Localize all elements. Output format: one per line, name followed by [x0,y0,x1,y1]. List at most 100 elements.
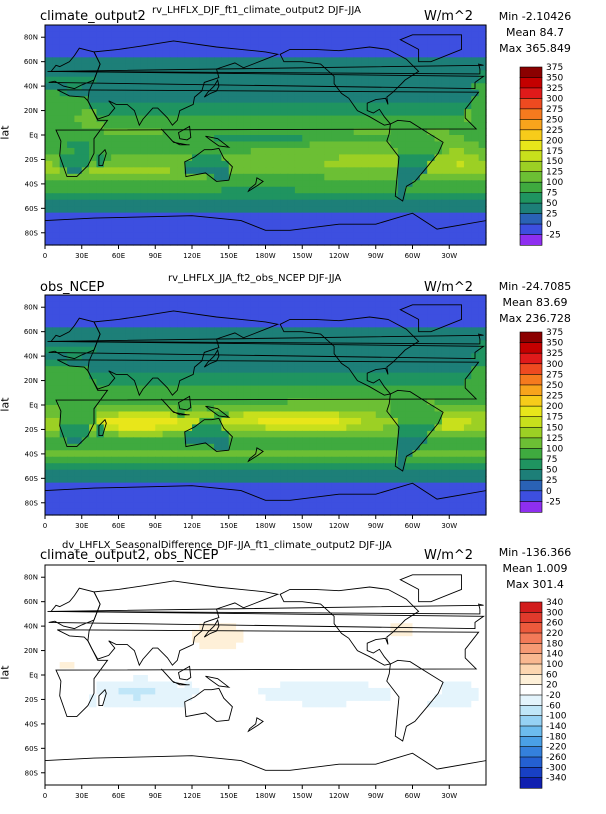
field-cell [375,411,384,419]
field-cell [236,109,245,117]
field-cell [250,430,259,438]
field-cell [258,359,267,367]
field-cell [324,160,333,168]
field-cell [243,495,252,503]
field-cell [103,128,112,136]
field-cell [243,180,252,188]
field-cell [184,327,193,335]
field-cell [265,193,274,201]
field-cell [45,463,53,471]
field-cell [74,636,83,644]
field-cell [111,206,120,214]
field-cell [272,83,281,91]
field-cell [250,508,259,516]
field-cell [309,327,318,335]
y-tick-label: 40N [24,353,38,361]
field-cell [103,219,112,227]
field-cell [199,443,208,451]
y-tick-label: 80N [24,34,38,42]
field-cell [456,50,465,58]
field-cell [125,398,134,406]
field-cell [434,206,443,214]
field-cell [361,154,369,162]
field-cell [361,616,369,624]
field-cell [258,154,267,162]
field-cell [184,225,193,233]
field-cell [162,301,171,309]
field-cell [206,122,215,130]
field-cell [74,424,83,432]
field-cell [192,385,200,393]
field-cell [96,128,105,136]
field-cell [449,623,458,631]
field-cell [118,366,127,374]
field-cell [214,122,222,130]
field-cell [59,320,68,328]
field-cell [339,565,347,573]
field-cell [405,96,414,104]
field-cell [316,44,325,52]
field-cell [361,147,369,156]
field-cell [228,437,237,445]
field-cell [103,44,112,52]
field-cell [133,629,142,637]
field-cell [81,160,90,168]
x-tick-label: 120W [329,522,349,530]
field-cell [59,392,68,400]
field-cell [471,122,480,130]
field-cell [346,392,355,400]
field-cell [368,398,377,406]
field-cell [74,571,83,579]
field-cell [272,89,281,97]
field-cell [478,238,487,246]
field-cell [228,238,237,246]
field-cell [456,186,465,194]
field-cell [96,89,105,97]
field-cell [463,353,472,361]
field-cell [214,385,222,393]
field-cell [169,443,178,451]
field-cell [441,450,450,458]
field-cell [258,167,267,175]
field-cell [368,314,377,322]
field-cell [103,314,112,322]
field-cell [331,301,340,309]
field-cell [169,76,178,84]
field-cell [133,398,142,406]
field-cell [375,128,384,136]
field-cell [45,57,53,65]
field-cell [199,366,208,374]
field-cell [89,372,98,380]
field-cell [456,25,465,33]
field-cell [456,109,465,117]
field-cell [169,430,178,438]
field-cell [103,25,112,33]
field-cell [412,417,421,426]
field-cell [331,225,340,233]
field-cell [59,353,68,361]
field-cell [302,584,311,592]
field-cell [133,584,142,592]
field-cell [59,463,68,471]
field-cell [339,417,347,426]
field-cell [228,577,237,586]
field-cell [405,50,414,58]
field-cell [103,495,112,503]
field-cell [250,597,259,605]
field-cell [199,50,208,58]
field-cell [309,57,318,65]
field-cell [294,238,303,246]
field-cell [125,180,134,188]
field-cell [155,333,164,341]
field-cell [346,398,355,406]
field-cell [383,83,392,91]
field-cell [309,636,318,644]
field-cell [419,443,428,451]
field-cell [449,359,458,367]
field-cell [434,167,443,175]
field-cell [280,590,289,598]
field-cell [478,476,487,484]
field-cell [324,206,333,214]
field-cell [331,372,340,380]
field-cell [287,327,296,335]
